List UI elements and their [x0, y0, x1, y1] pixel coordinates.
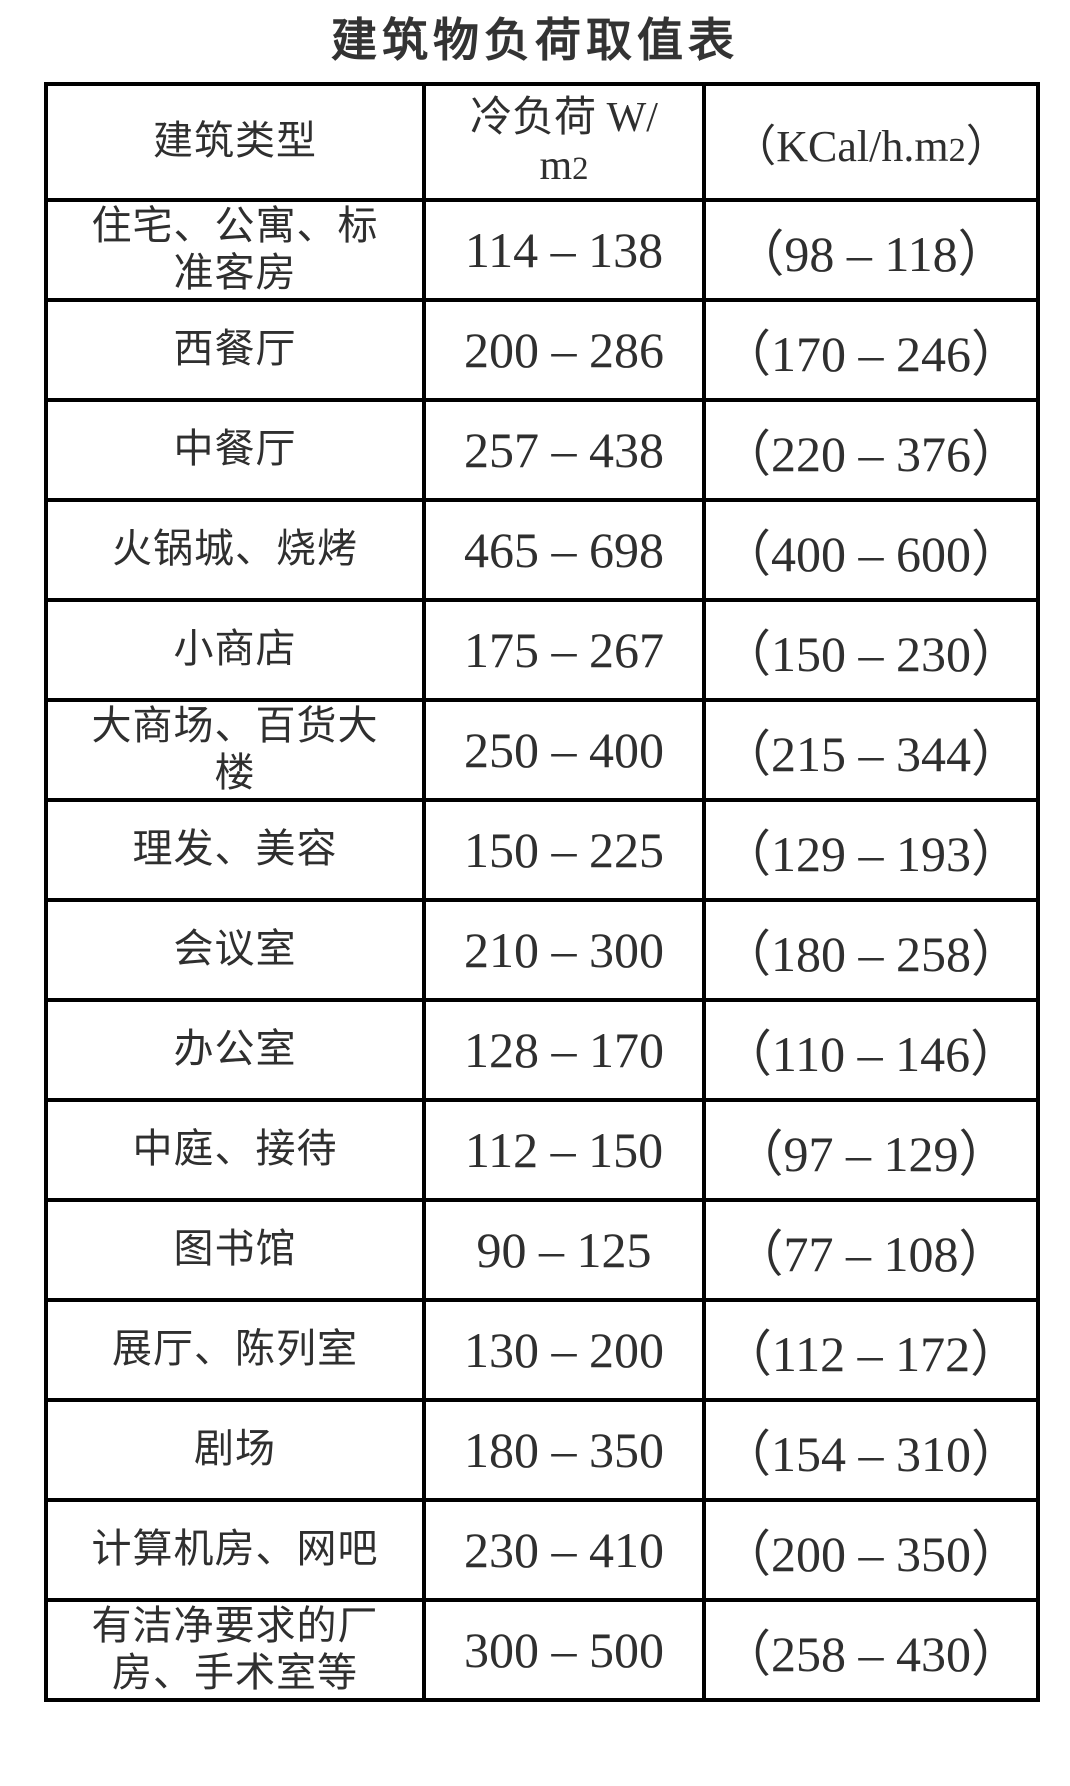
cell-kcal: （129 – 193） — [702, 798, 1040, 902]
cell-cooling-load: 175 – 267 — [422, 598, 706, 702]
cell-kcal: （77 – 108） — [702, 1198, 1040, 1302]
cell-building-type: 展厅、陈列室 — [44, 1298, 426, 1402]
building-load-table: 建筑类型 冷负荷 W/ m2 （KCal/h.m2） 住宅、公寓、标 准客房 1… — [44, 82, 1040, 1702]
kcal-superscript: 2 — [948, 131, 966, 169]
kcal-label-prefix: （KCal/h.m — [732, 122, 949, 171]
cell-building-type: 会议室 — [44, 898, 426, 1002]
cell-kcal: （154 – 310） — [702, 1398, 1040, 1502]
cell-kcal: （97 – 129） — [702, 1098, 1040, 1202]
table-row: 小商店 175 – 267 （150 – 230） — [44, 598, 1040, 702]
table-row: 办公室 128 – 170 （110 – 146） — [44, 998, 1040, 1102]
cell-building-type: 西餐厅 — [44, 298, 426, 402]
cell-cooling-load: 257 – 438 — [422, 398, 706, 502]
cell-building-type: 办公室 — [44, 998, 426, 1102]
table-row: 大商场、百货大 楼 250 – 400 （215 – 344） — [44, 698, 1040, 802]
cell-kcal: （258 – 430） — [702, 1598, 1040, 1702]
table-row: 计算机房、网吧 230 – 410 （200 – 350） — [44, 1498, 1040, 1602]
table-row: 中庭、接待 112 – 150 （97 – 129） — [44, 1098, 1040, 1202]
cell-building-type: 大商场、百货大 楼 — [44, 698, 426, 802]
cell-cooling-load: 90 – 125 — [422, 1198, 706, 1302]
cell-building-type: 理发、美容 — [44, 798, 426, 902]
cell-cooling-load: 250 – 400 — [422, 698, 706, 802]
cell-kcal: （180 – 258） — [702, 898, 1040, 1002]
cell-building-type: 中餐厅 — [44, 398, 426, 502]
table-row: 会议室 210 – 300 （180 – 258） — [44, 898, 1040, 1002]
cell-building-type: 火锅城、烧烤 — [44, 498, 426, 602]
table-header-row: 建筑类型 冷负荷 W/ m2 （KCal/h.m2） — [44, 82, 1040, 202]
cooling-unit-superscript: 2 — [572, 151, 589, 187]
table-row: 展厅、陈列室 130 – 200 （112 – 172） — [44, 1298, 1040, 1402]
cell-cooling-load: 114 – 138 — [422, 198, 706, 302]
cell-cooling-load: 130 – 200 — [422, 1298, 706, 1402]
cell-kcal: （220 – 376） — [702, 398, 1040, 502]
cell-kcal: （200 – 350） — [702, 1498, 1040, 1602]
cell-cooling-load: 210 – 300 — [422, 898, 706, 1002]
cooling-load-label: 冷负荷 W/ — [470, 94, 658, 141]
header-cooling-load: 冷负荷 W/ m2 — [422, 82, 706, 202]
cell-cooling-load: 128 – 170 — [422, 998, 706, 1102]
cell-kcal: （98 – 118） — [702, 198, 1040, 302]
cell-cooling-load: 300 – 500 — [422, 1598, 706, 1702]
table-row: 住宅、公寓、标 准客房 114 – 138 （98 – 118） — [44, 198, 1040, 302]
cell-building-type: 图书馆 — [44, 1198, 426, 1302]
cell-building-type: 小商店 — [44, 598, 426, 702]
table-row: 理发、美容 150 – 225 （129 – 193） — [44, 798, 1040, 902]
header-kcal: （KCal/h.m2） — [702, 82, 1040, 202]
cell-kcal: （170 – 246） — [702, 298, 1040, 402]
cell-cooling-load: 200 – 286 — [422, 298, 706, 402]
cell-cooling-load: 230 – 410 — [422, 1498, 706, 1602]
cell-kcal: （110 – 146） — [702, 998, 1040, 1102]
cell-kcal: （112 – 172） — [702, 1298, 1040, 1402]
cell-building-type: 有洁净要求的厂 房、手术室等 — [44, 1598, 426, 1702]
cell-kcal: （150 – 230） — [702, 598, 1040, 702]
table-row: 有洁净要求的厂 房、手术室等 300 – 500 （258 – 430） — [44, 1598, 1040, 1702]
cell-building-type: 住宅、公寓、标 准客房 — [44, 198, 426, 302]
cell-building-type: 计算机房、网吧 — [44, 1498, 426, 1602]
table-row: 剧场 180 – 350 （154 – 310） — [44, 1398, 1040, 1502]
page-title: 建筑物负荷取值表 — [331, 14, 739, 66]
table-row: 火锅城、烧烤 465 – 698 （400 – 600） — [44, 498, 1040, 602]
table-row: 西餐厅 200 – 286 （170 – 246） — [44, 298, 1040, 402]
cell-cooling-load: 180 – 350 — [422, 1398, 706, 1502]
kcal-label-suffix: ） — [965, 122, 1010, 171]
cell-building-type: 剧场 — [44, 1398, 426, 1502]
cell-kcal: （400 – 600） — [702, 498, 1040, 602]
cell-cooling-load: 112 – 150 — [422, 1098, 706, 1202]
cell-building-type: 中庭、接待 — [44, 1098, 426, 1202]
cell-cooling-load: 150 – 225 — [422, 798, 706, 902]
cell-cooling-load: 465 – 698 — [422, 498, 706, 602]
header-building-type: 建筑类型 — [44, 82, 426, 202]
cell-kcal: （215 – 344） — [702, 698, 1040, 802]
table-row: 中餐厅 257 – 438 （220 – 376） — [44, 398, 1040, 502]
cooling-load-unit: m — [539, 143, 573, 189]
table-row: 图书馆 90 – 125 （77 – 108） — [44, 1198, 1040, 1302]
